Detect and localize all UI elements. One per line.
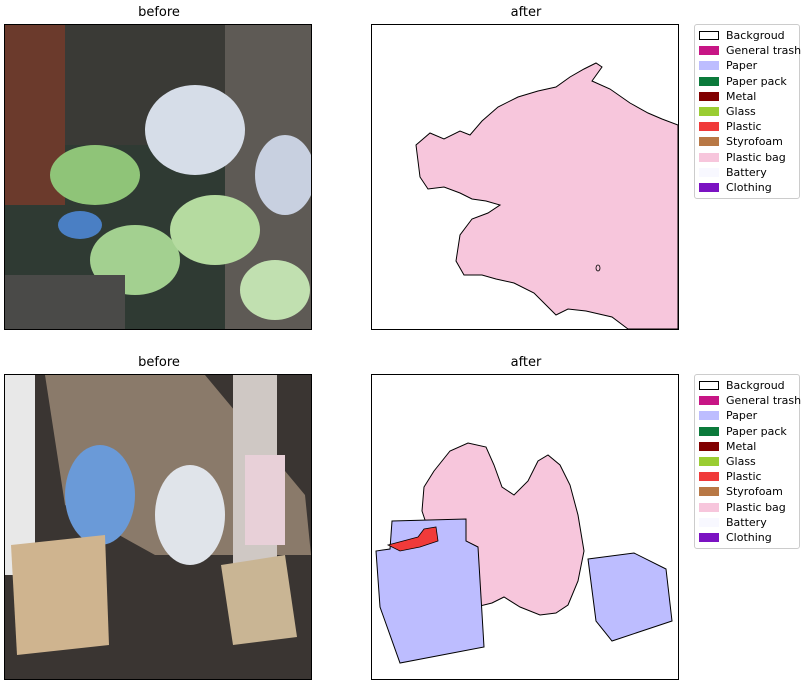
- before-image-1: [4, 24, 312, 330]
- legend-swatch: [699, 532, 719, 542]
- legend-label: Battery: [726, 165, 767, 179]
- legend-swatch: [699, 46, 719, 56]
- legend-label: Glass: [726, 105, 756, 119]
- legend-swatch: [699, 76, 719, 86]
- legend-item: Plastic: [699, 469, 799, 484]
- legend-item: Battery: [699, 165, 799, 180]
- legend-swatch: [699, 457, 719, 467]
- legend-swatch: [699, 31, 719, 41]
- legend-label: Battery: [726, 515, 767, 529]
- paper-region-left: [375, 518, 485, 664]
- legend-label: Plastic: [726, 120, 762, 134]
- legend-label: Paper pack: [726, 424, 787, 438]
- legend-label: Plastic bag: [726, 150, 786, 164]
- before-title-1: before: [138, 5, 180, 20]
- legend-label: Clothing: [726, 180, 772, 194]
- legend-item: Clothing: [699, 180, 799, 195]
- legend-item: Styrofoam: [699, 134, 799, 149]
- legend-item: Styrofoam: [699, 484, 799, 499]
- legend-item: General trash: [699, 393, 802, 408]
- legend-item: Metal: [699, 439, 799, 454]
- before-image-2: [4, 374, 312, 680]
- legend-swatch: [699, 411, 719, 421]
- legend-swatch: [699, 182, 719, 192]
- legend-item: Glass: [699, 104, 799, 119]
- after-mask-2: [371, 374, 679, 680]
- legend-label: General trash: [726, 44, 802, 58]
- legend-item: Battery: [699, 515, 799, 530]
- legend-label: Backgroud: [726, 29, 785, 43]
- legend-item: Backgroud: [699, 28, 799, 43]
- before-title-2: before: [138, 355, 180, 370]
- legend-item: Paper: [699, 58, 799, 73]
- legend-2: Backgroud General trash Paper Paper pack Met…: [694, 374, 802, 550]
- legend-swatch: [699, 137, 719, 147]
- legend-label: Glass: [726, 455, 756, 469]
- legend-item: Metal: [699, 89, 799, 104]
- legend-item: Plastic: [699, 119, 799, 134]
- legend-label: Plastic: [726, 470, 762, 484]
- legend-label: Metal: [726, 89, 757, 103]
- legend-swatch: [699, 61, 719, 71]
- plastic-region: [386, 526, 439, 552]
- legend-swatch: [699, 91, 719, 101]
- legend-item: Glass: [699, 454, 799, 469]
- legend-label: Paper: [726, 409, 758, 423]
- legend-label: Metal: [726, 439, 757, 453]
- legend-swatch: [699, 167, 719, 177]
- legend-label: Styrofoam: [726, 135, 783, 149]
- legend-item: General trash: [699, 43, 802, 58]
- legend-swatch: [699, 122, 719, 132]
- legend-item: Plastic bag: [699, 500, 799, 515]
- legend-1: Backgroud General trash Paper Paper pack Met…: [694, 24, 802, 200]
- legend-swatch: [699, 426, 719, 436]
- after-mask-1: [371, 24, 679, 330]
- legend-label: Plastic bag: [726, 500, 786, 514]
- legend-swatch: [699, 441, 719, 451]
- legend-label: Backgroud: [726, 379, 785, 393]
- after-title-2: after: [510, 355, 542, 370]
- legend-swatch: [699, 517, 719, 527]
- plastic-bag-region-1: [415, 62, 678, 329]
- legend-label: Clothing: [726, 530, 772, 544]
- legend-swatch: [699, 487, 719, 497]
- legend-swatch: [699, 107, 719, 117]
- legend-item: Paper pack: [699, 74, 799, 89]
- legend-swatch: [699, 381, 719, 391]
- legend-label: Styrofoam: [726, 485, 783, 499]
- legend-label: Paper: [726, 59, 758, 73]
- legend-swatch: [699, 472, 719, 482]
- legend-item: Paper: [699, 408, 799, 423]
- legend-item: Backgroud: [699, 378, 799, 393]
- legend-item: Clothing: [699, 530, 799, 545]
- legend-swatch: [699, 396, 719, 406]
- legend-item: Paper pack: [699, 424, 799, 439]
- after-title-1: after: [510, 5, 542, 20]
- legend-swatch: [699, 152, 719, 162]
- legend-label: General trash: [726, 394, 802, 408]
- legend-swatch: [699, 502, 719, 512]
- legend-item: Plastic bag: [699, 150, 799, 165]
- paper-region-right: [587, 552, 673, 642]
- legend-label: Paper pack: [726, 74, 787, 88]
